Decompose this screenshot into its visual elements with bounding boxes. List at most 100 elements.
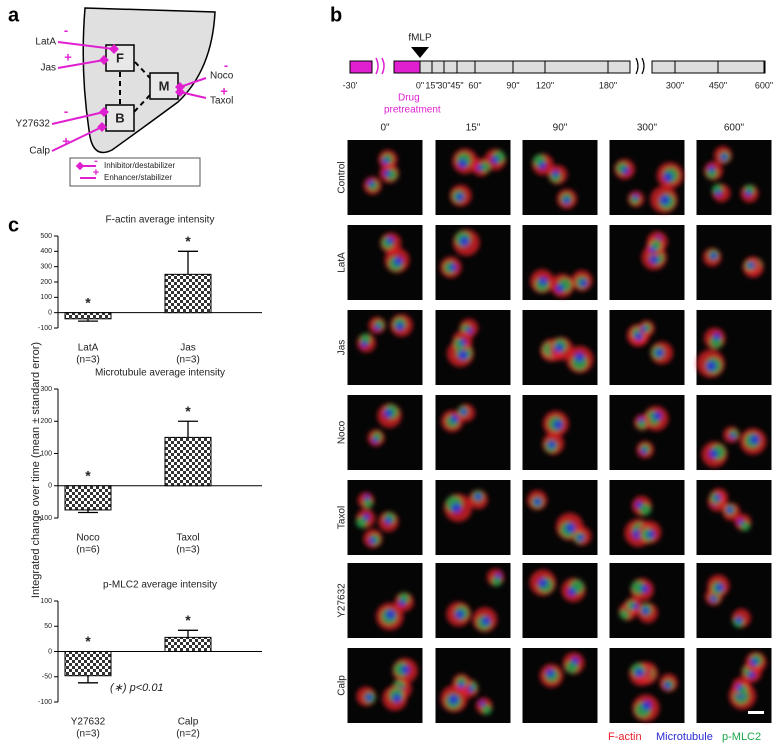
pmlc2 <box>636 419 647 429</box>
timeline-label: 15" <box>425 80 438 90</box>
panel-label: c <box>8 214 19 236</box>
micrograph <box>522 648 598 723</box>
row-label: Calp <box>337 675 348 696</box>
timeline-bar <box>419 60 631 74</box>
column-label: 300" <box>637 123 658 134</box>
y-tick-label: 100 <box>40 598 52 605</box>
cells <box>696 327 726 378</box>
tubulin <box>495 572 502 579</box>
cells <box>356 492 399 549</box>
significance: * <box>85 294 91 310</box>
tubulin <box>640 326 647 332</box>
cells <box>363 149 399 195</box>
tubulin <box>713 332 721 341</box>
error-bar <box>78 509 98 514</box>
cells <box>614 159 684 214</box>
y-tick-label: 400 <box>40 248 52 255</box>
tubulin <box>460 408 467 415</box>
cells <box>626 320 674 365</box>
bar <box>164 436 212 487</box>
drug-label: Jas <box>40 63 56 74</box>
node-label: M <box>159 78 170 93</box>
pretreat-label: Drug <box>398 93 420 104</box>
tubulin <box>634 332 643 341</box>
tubulin <box>710 252 717 260</box>
cells <box>441 403 475 433</box>
column-label: 600" <box>724 123 745 134</box>
row-label: Taxol <box>337 506 348 529</box>
error-bar <box>178 629 198 638</box>
tubulin <box>455 610 464 619</box>
tubulin <box>726 506 733 513</box>
bar <box>64 651 112 677</box>
tubulin <box>479 700 485 707</box>
error-bar <box>178 250 198 275</box>
timeline-label: 45" <box>450 80 463 90</box>
tubulin <box>748 262 755 269</box>
y-tick-label: 200 <box>40 279 52 286</box>
timeline-label: 450" <box>709 80 727 90</box>
tubulin <box>383 409 393 418</box>
panel-label: b <box>330 4 342 26</box>
tubulin <box>735 616 743 624</box>
timeline-label: -30' <box>343 80 358 90</box>
tubulin <box>716 583 724 592</box>
drug-line <box>179 91 207 99</box>
timeline-label: 30" <box>437 80 450 90</box>
significance: * <box>85 467 91 483</box>
tubulin <box>565 523 576 533</box>
tubulin <box>382 158 389 166</box>
cells <box>357 314 413 353</box>
x-tick-label: Jas <box>180 343 196 354</box>
pretreat-bar <box>393 60 421 74</box>
y-tick-label: 500 <box>40 233 52 240</box>
cells <box>440 229 480 278</box>
cells <box>701 426 767 468</box>
n-label: (n=3) <box>176 545 200 556</box>
cells <box>446 318 479 367</box>
tubulin <box>395 322 404 331</box>
tubulin <box>706 361 716 371</box>
node-links <box>119 61 151 113</box>
row-label: Control <box>337 161 348 193</box>
significance: * <box>185 233 191 249</box>
scale-bar <box>748 711 764 714</box>
cells <box>629 662 678 722</box>
tubulin <box>553 420 563 430</box>
tubulin <box>708 165 715 172</box>
tubulin <box>577 534 585 542</box>
tubulin <box>385 609 396 620</box>
micrograph <box>609 395 685 470</box>
drug-sign: + <box>64 49 72 64</box>
x-tick-label: Noco <box>76 533 100 544</box>
cells <box>634 406 669 459</box>
significance: * <box>185 403 191 419</box>
micrograph <box>347 648 423 723</box>
y-tick-label: 300 <box>40 264 52 271</box>
cells <box>728 651 767 710</box>
chart-title: p-MLC2 average intensity <box>103 580 217 591</box>
n-label: (n=3) <box>76 355 100 366</box>
tubulin <box>474 493 482 501</box>
tubulin <box>745 190 752 197</box>
cells <box>440 673 493 715</box>
n-label: (n=6) <box>76 545 100 556</box>
drug-label: Y27632 <box>16 119 51 130</box>
cells <box>446 568 505 632</box>
tubulin <box>386 236 394 244</box>
tubulin <box>622 167 630 175</box>
break <box>375 57 385 75</box>
channel-label: F-actin <box>608 731 642 743</box>
drug-label: Noco <box>210 71 234 82</box>
y-tick-label: 100 <box>40 294 52 301</box>
n-label: (n=3) <box>76 729 100 740</box>
micrograph <box>435 395 511 470</box>
row-label: Jas <box>337 340 348 356</box>
significance: * <box>185 612 191 628</box>
cells <box>705 574 751 628</box>
cells <box>356 658 418 711</box>
tubulin <box>364 494 370 501</box>
y-tick-label: -100 <box>38 699 52 706</box>
timeline-bar <box>651 60 766 74</box>
